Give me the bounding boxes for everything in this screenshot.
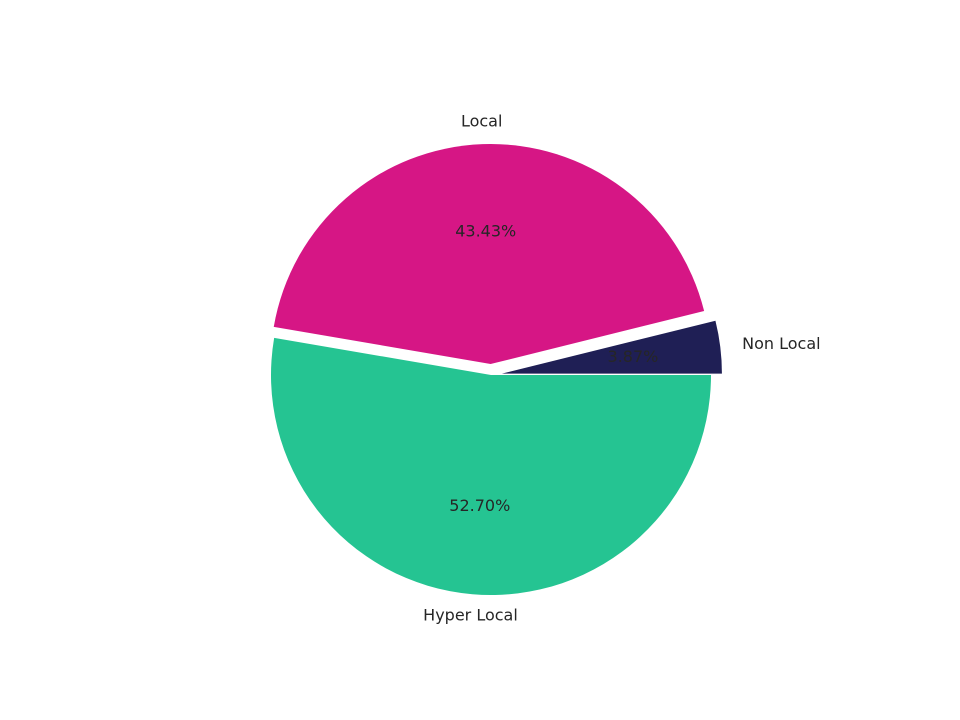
pct-label-local: 43.43% xyxy=(455,222,516,241)
pct-label-hyper-local: 52.70% xyxy=(449,496,510,515)
slice-label-local: Local xyxy=(461,112,502,131)
pct-label-non-local: 3.87% xyxy=(608,347,659,366)
slice-label-non-local: Non Local xyxy=(742,334,820,353)
pie-labels: Non Local 3.87% Local 43.43% Hyper Local 52.7… xyxy=(423,112,820,625)
pie-slice-hyper-local xyxy=(270,337,711,596)
slice-label-hyper-local: Hyper Local xyxy=(423,606,518,625)
pie-slices xyxy=(270,144,722,596)
pie-slice-non-local xyxy=(501,320,722,374)
pie-slice-local xyxy=(273,144,705,365)
